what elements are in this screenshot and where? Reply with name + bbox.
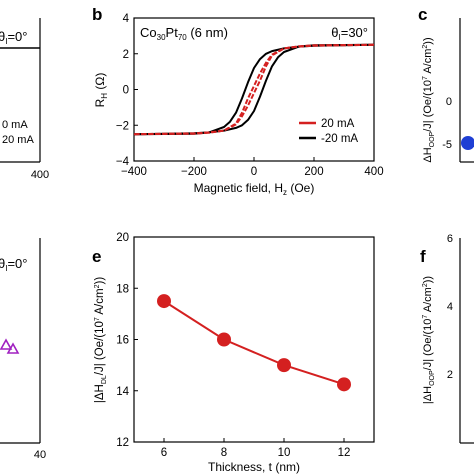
panel-e-y-axis-label: |ΔHDL/J| (Oe/(107 A/cm2)) bbox=[94, 277, 108, 403]
right-partial-panels: 0 -5 ΔHOOP/J| (Oe/(107 A/cm2)) 6 4 2 |ΔH… bbox=[422, 18, 474, 444]
panel-e-series bbox=[157, 294, 351, 392]
x-tick-label: −200 bbox=[181, 166, 207, 178]
panel-b-x-axis-label: Magnetic field, Hz (Oe) bbox=[194, 181, 315, 197]
data-point bbox=[337, 377, 351, 392]
legend-label: 20 mA bbox=[321, 118, 355, 130]
panel-e: 6 8 10 12 12 14 16 18 20 Thickness, t (nm) |ΔHDL… bbox=[94, 232, 375, 474]
data-point bbox=[277, 358, 291, 373]
panel-b: −400 −200 0 200 400 −4 −2 0 2 4 Co30Pt70 (6 nm) θ… bbox=[93, 13, 384, 197]
panel-letter-e: e bbox=[92, 247, 101, 266]
y-tick-label: 0 bbox=[123, 85, 129, 97]
left-top-legend-1: 0 mA bbox=[2, 119, 28, 131]
right-bottom-tick-2: 2 bbox=[447, 369, 453, 381]
x-tick-label: 6 bbox=[161, 447, 167, 459]
panel-b-material: Co30Pt70 (6 nm) bbox=[140, 25, 228, 42]
right-top-data-point bbox=[461, 136, 474, 150]
left-bottom-triangle-markers bbox=[0, 338, 20, 354]
y-tick-label: 14 bbox=[116, 386, 129, 398]
left-top-theta: θI=0° bbox=[0, 29, 28, 46]
right-top-y-axis-label: ΔHOOP/J| (Oe/(107 A/cm2)) bbox=[422, 37, 436, 162]
data-point bbox=[217, 332, 231, 347]
x-tick-label: 10 bbox=[278, 447, 291, 459]
right-top-tick-0: 0 bbox=[446, 96, 452, 108]
right-bottom-y-axis-label: |ΔHOOP/J| (Oe/(107 A/cm2)) bbox=[422, 276, 436, 404]
left-partial-panels: θI=0° 0 mA 20 mA 400 θI=0° 40 bbox=[0, 18, 49, 461]
y-tick-label: 12 bbox=[116, 437, 129, 449]
triangle-marker bbox=[6, 342, 20, 354]
left-top-legend-2: 20 mA bbox=[2, 134, 34, 146]
panel-letter-f: f bbox=[420, 247, 426, 266]
left-top-x-tick: 400 bbox=[31, 169, 49, 181]
y-tick-label: 18 bbox=[116, 283, 129, 295]
panel-letter-c: c bbox=[418, 5, 427, 24]
y-tick-label: −4 bbox=[116, 156, 130, 168]
right-bottom-tick-6: 6 bbox=[447, 233, 453, 245]
x-tick-label: 12 bbox=[338, 447, 351, 459]
series-line-pos bbox=[133, 43, 375, 136]
panel-e-frame bbox=[133, 236, 375, 443]
panel-b-angle: θI=30° bbox=[331, 25, 368, 42]
x-tick-label: 0 bbox=[251, 166, 257, 178]
panel-letter-b: b bbox=[92, 5, 102, 24]
panel-e-x-axis-label: Thickness, t (nm) bbox=[208, 460, 300, 474]
panel-e-ticks: 6 8 10 12 12 14 16 18 20 bbox=[116, 232, 350, 459]
y-tick-label: 2 bbox=[123, 49, 129, 61]
data-point bbox=[157, 294, 171, 309]
y-tick-label: 20 bbox=[116, 232, 129, 244]
panel-b-legend: 20 mA -20 mA bbox=[299, 118, 358, 145]
panel-b-ticks: −400 −200 0 200 400 −4 −2 0 2 4 bbox=[116, 13, 384, 178]
panel-b-y-axis-label: RH (Ω) bbox=[93, 73, 109, 108]
y-tick-label: −2 bbox=[116, 120, 129, 132]
right-top-tick-neg5: -5 bbox=[442, 139, 452, 151]
series-line bbox=[163, 300, 345, 386]
triangle-marker bbox=[0, 338, 13, 350]
y-tick-label: 4 bbox=[123, 13, 130, 25]
x-tick-label: −400 bbox=[121, 166, 147, 178]
x-tick-label: 400 bbox=[364, 166, 383, 178]
y-tick-label: 16 bbox=[116, 335, 129, 347]
legend-label: -20 mA bbox=[321, 133, 358, 145]
x-tick-label: 200 bbox=[304, 166, 323, 178]
right-bottom-tick-4: 4 bbox=[447, 301, 453, 313]
panel-b-series bbox=[133, 43, 375, 136]
x-tick-label: 8 bbox=[221, 447, 227, 459]
left-bottom-x-tick: 40 bbox=[34, 449, 46, 461]
left-bottom-theta: θI=0° bbox=[0, 256, 28, 273]
